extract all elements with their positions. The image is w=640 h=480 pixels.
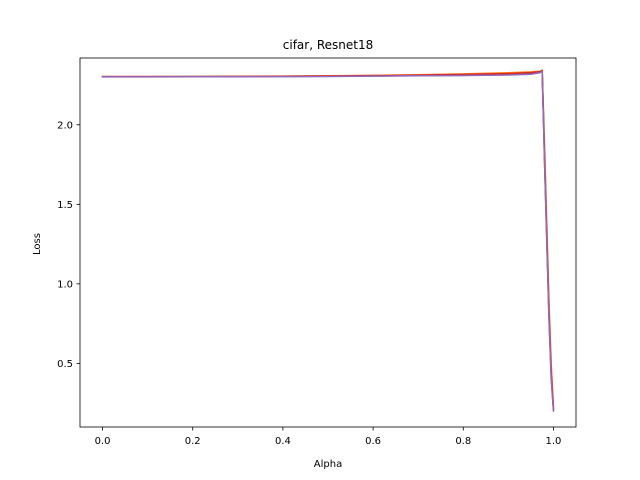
x-axis-label: Alpha [314,459,342,470]
x-tick-label: 0.6 [365,436,381,447]
y-tick-label: 2.0 [57,120,73,131]
series-layer [101,69,555,412]
x-tick-label: 0.8 [455,436,471,447]
x-tick-label: 0.0 [95,436,111,447]
y-tick-label: 1.0 [57,279,73,290]
x-tick-label: 0.2 [185,436,201,447]
x-tick-label: 0.4 [275,436,291,447]
series-line-5 [101,70,555,412]
y-tick-label: 1.5 [57,200,73,211]
y-axis-label: Loss [32,233,43,255]
axes-layer: 0.0 0.2 0.4 0.6 0.8 1.0 0.5 1.0 1.5 2.0 [57,57,577,447]
y-tick-label: 0.5 [57,359,73,370]
plot-frame [79,57,577,428]
chart-title: cifar, Resnet18 [283,38,373,52]
x-tick-label: 1.0 [546,436,562,447]
